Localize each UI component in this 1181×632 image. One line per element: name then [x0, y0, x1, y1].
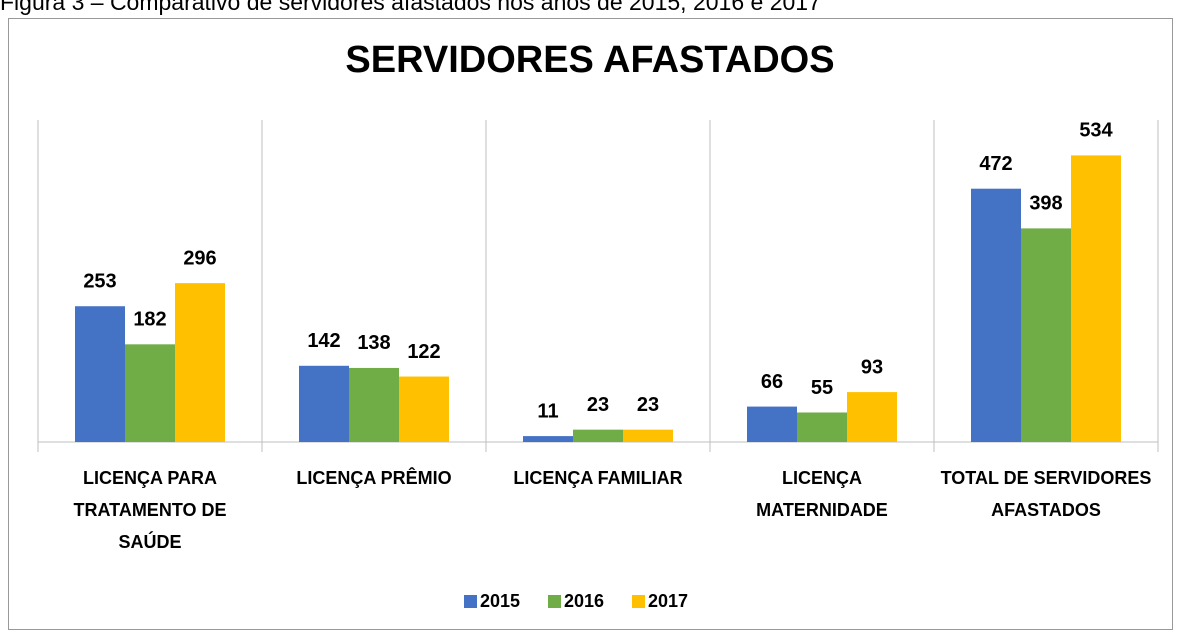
data-label: 398: [1029, 193, 1062, 215]
data-label: 93: [861, 356, 883, 378]
data-label: 66: [761, 371, 783, 393]
legend-label: 2017: [648, 591, 688, 611]
data-label: 23: [637, 394, 659, 416]
bar: [399, 376, 449, 442]
legend-label: 2016: [564, 591, 604, 611]
x-tick-label: TOTAL DE SERVIDORES AFASTADOS: [940, 468, 1152, 520]
bar: [299, 365, 349, 442]
legend-swatch: [548, 595, 561, 608]
data-label: 122: [407, 341, 440, 363]
bar: [75, 306, 125, 442]
x-tick-label: LICENÇA PRÊMIO: [296, 468, 452, 488]
data-label: 23: [587, 394, 609, 416]
data-label: 472: [979, 153, 1012, 175]
data-label: 55: [811, 377, 833, 399]
data-label: 296: [183, 247, 216, 269]
data-label: 253: [83, 271, 116, 293]
bar: [523, 436, 573, 442]
data-label: 11: [537, 400, 558, 422]
x-tick-label: LICENÇA PARA TRATAMENTO DE SAÚDE: [73, 468, 227, 552]
bar: [1071, 155, 1121, 443]
bar: [971, 188, 1021, 442]
legend-swatch: [464, 595, 477, 608]
x-tick-label: LICENÇA MATERNIDADE: [756, 468, 888, 520]
bar: [1021, 228, 1071, 442]
bar: [623, 429, 673, 442]
caption: Figura 3 – Comparativo de servidores afa…: [0, 0, 821, 15]
data-label: 182: [133, 309, 166, 331]
data-label: 138: [357, 332, 390, 354]
bar: [847, 392, 897, 442]
data-label: 142: [307, 330, 340, 352]
legend-label: 2015: [480, 591, 520, 611]
bar: [797, 412, 847, 442]
data-label: 534: [1079, 120, 1113, 142]
legend-swatch: [632, 595, 645, 608]
x-tick-label: LICENÇA FAMILIAR: [513, 468, 683, 488]
bar: [349, 367, 399, 442]
bar: [573, 429, 623, 442]
chart-title: SERVIDORES AFASTADOS: [345, 39, 834, 81]
bar: [747, 406, 797, 442]
bar: [125, 344, 175, 442]
bar: [175, 283, 225, 442]
